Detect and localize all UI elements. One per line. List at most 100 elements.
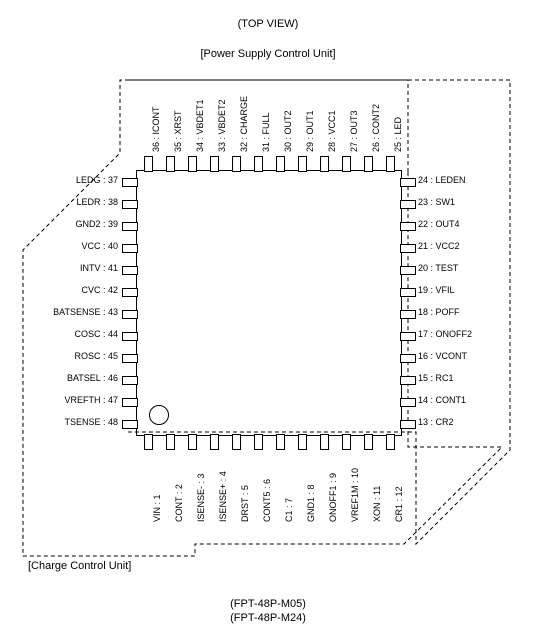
pin-box-20 bbox=[400, 266, 416, 275]
footer-line-1: (FPT-48P-M05) bbox=[168, 598, 368, 610]
pin-label-45: ROSC : 45 bbox=[74, 351, 118, 361]
pin-label-44: COSC : 44 bbox=[74, 329, 118, 339]
pin-label-23: 23 : SW1 bbox=[418, 197, 455, 207]
pin-label-4: ISENSE+ : 4 bbox=[209, 452, 219, 522]
pin-box-12 bbox=[386, 434, 395, 450]
pin-label-33: 33 : VBDET2 bbox=[217, 99, 227, 152]
pin-label-5: DRST : 5 bbox=[231, 452, 241, 522]
pin-box-38 bbox=[122, 200, 138, 209]
pin-box-23 bbox=[400, 200, 416, 209]
pin-box-40 bbox=[122, 244, 138, 253]
pin-label-36: 36 : ICONT bbox=[151, 106, 161, 152]
pin-label-26: 26 : CONT2 bbox=[371, 104, 381, 152]
pin-box-7 bbox=[276, 434, 285, 450]
pin-label-3: ISENSE- : 3 bbox=[187, 452, 197, 522]
pin-label-9: ONOFF1 : 9 bbox=[319, 452, 329, 522]
pin-label-25: 25 : LED bbox=[393, 117, 403, 152]
pin-box-14 bbox=[400, 398, 416, 407]
pin-box-1 bbox=[144, 434, 153, 450]
pin-box-24 bbox=[400, 178, 416, 187]
chip-pinout-diagram: (TOP VIEW) [Power Supply Control Unit] LED… bbox=[0, 0, 536, 633]
pin-box-36 bbox=[144, 156, 153, 172]
pin-label-38: LEDR : 38 bbox=[76, 197, 118, 207]
pin-label-14: 14 : CONT1 bbox=[418, 395, 466, 405]
pin-box-39 bbox=[122, 222, 138, 231]
pin-box-30 bbox=[276, 156, 285, 172]
pin-box-11 bbox=[364, 434, 373, 450]
pin-label-16: 16 : VCONT bbox=[418, 351, 467, 361]
pin-box-9 bbox=[320, 434, 329, 450]
pin-box-25 bbox=[386, 156, 395, 172]
pin-label-19: 19 : VFIL bbox=[418, 285, 455, 295]
pin-label-17: 17 : ONOFF2 bbox=[418, 329, 472, 339]
pin-box-34 bbox=[188, 156, 197, 172]
pin-label-2: CONT : 2 bbox=[165, 452, 175, 522]
pin-label-32: 32 : CHARGE bbox=[239, 96, 249, 152]
pin-box-27 bbox=[342, 156, 351, 172]
pin-label-13: 13 : CR2 bbox=[418, 417, 454, 427]
pin-label-42: CVC : 42 bbox=[81, 285, 118, 295]
pin-label-30: 30 : OUT2 bbox=[283, 110, 293, 152]
title-top-view: (TOP VIEW) bbox=[238, 18, 299, 30]
pin-label-24: 24 : LEDEN bbox=[418, 175, 466, 185]
chip-body bbox=[136, 170, 402, 436]
pin-label-46: BATSEL : 46 bbox=[67, 373, 118, 383]
pin-box-17 bbox=[400, 332, 416, 341]
pin-label-29: 29 : OUT1 bbox=[305, 110, 315, 152]
pin-box-33 bbox=[210, 156, 219, 172]
pin1-dot bbox=[149, 405, 169, 425]
pin-label-18: 18 : POFF bbox=[418, 307, 460, 317]
pin-box-29 bbox=[298, 156, 307, 172]
pin-box-35 bbox=[166, 156, 175, 172]
pin-label-15: 15 : RC1 bbox=[418, 373, 454, 383]
pin-label-12: CR1 : 12 bbox=[385, 452, 395, 522]
pin-label-47: VREFTH : 47 bbox=[64, 395, 118, 405]
pin-box-47 bbox=[122, 398, 138, 407]
pin-label-7: C1 : 7 bbox=[275, 452, 285, 522]
pin-box-2 bbox=[166, 434, 175, 450]
pin-label-31: 31 : FULL bbox=[261, 112, 271, 152]
footer-line-2: (FPT-48P-M24) bbox=[168, 612, 368, 624]
pin-label-41: INTV : 41 bbox=[80, 263, 118, 273]
pin-box-22 bbox=[400, 222, 416, 231]
pin-box-44 bbox=[122, 332, 138, 341]
pin-label-37: LEDG : 37 bbox=[76, 175, 118, 185]
pin-box-18 bbox=[400, 310, 416, 319]
pin-box-41 bbox=[122, 266, 138, 275]
title-charge-control: [Charge Control Unit] bbox=[28, 560, 131, 572]
pin-box-32 bbox=[232, 156, 241, 172]
pin-label-28: 28 : VCC1 bbox=[327, 110, 337, 152]
pin-box-37 bbox=[122, 178, 138, 187]
pin-label-6: CONT5 : 6 bbox=[253, 452, 263, 522]
pin-label-43: BATSENSE : 43 bbox=[53, 307, 118, 317]
pin-box-13 bbox=[400, 420, 416, 429]
pin-label-20: 20 : TEST bbox=[418, 263, 458, 273]
pin-box-46 bbox=[122, 376, 138, 385]
pin-box-3 bbox=[188, 434, 197, 450]
pin-label-22: 22 : OUT4 bbox=[418, 219, 460, 229]
pin-box-5 bbox=[232, 434, 241, 450]
pin-label-48: TSENSE : 48 bbox=[64, 417, 118, 427]
pin-label-35: 35 : XRST bbox=[173, 110, 183, 152]
pin-label-10: VREF1M : 10 bbox=[341, 452, 351, 522]
pin-box-28 bbox=[320, 156, 329, 172]
pin-label-21: 21 : VCC2 bbox=[418, 241, 460, 251]
pin-box-21 bbox=[400, 244, 416, 253]
title-power-supply: [Power Supply Control Unit] bbox=[200, 48, 335, 60]
pin-box-6 bbox=[254, 434, 263, 450]
pin-box-15 bbox=[400, 376, 416, 385]
pin-label-11: XON : 11 bbox=[363, 452, 373, 522]
pin-label-39: GND2 : 39 bbox=[75, 219, 118, 229]
pin-label-27: 27 : OUT3 bbox=[349, 110, 359, 152]
pin-box-8 bbox=[298, 434, 307, 450]
pin-label-8: GND1 : 8 bbox=[297, 452, 307, 522]
pin-box-10 bbox=[342, 434, 351, 450]
pin-box-26 bbox=[364, 156, 373, 172]
pin-label-34: 34 : VBDET1 bbox=[195, 99, 205, 152]
pin-label-1: VIN : 1 bbox=[143, 452, 153, 522]
pin-box-45 bbox=[122, 354, 138, 363]
pin-box-43 bbox=[122, 310, 138, 319]
pin-box-16 bbox=[400, 354, 416, 363]
pin-box-48 bbox=[122, 420, 138, 429]
pin-box-4 bbox=[210, 434, 219, 450]
